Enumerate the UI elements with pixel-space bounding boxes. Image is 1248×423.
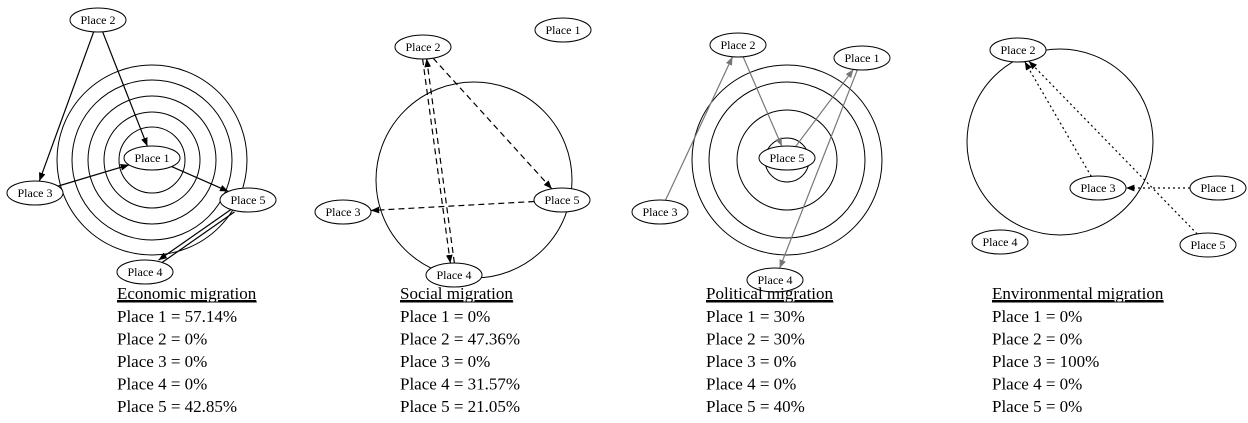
arrow [795, 69, 854, 147]
arrow [1024, 61, 1092, 177]
node [533, 187, 591, 213]
caption-line: Place 3 = 0% [706, 352, 796, 371]
node-label: Place 5 [231, 193, 266, 207]
node-label: Place 1 [135, 151, 170, 165]
node [833, 45, 891, 71]
node-label: Place 3 [1081, 181, 1116, 195]
node-label: Place 1 [1201, 181, 1236, 195]
caption-line: Place 3 = 0% [117, 352, 207, 371]
ring [966, 48, 1154, 236]
caption-title: Economic migration [117, 284, 257, 303]
node-label: Place 2 [406, 40, 441, 54]
caption-line: Place 3 = 0% [400, 352, 490, 371]
caption-line: Place 4 = 0% [117, 375, 207, 394]
arrow [158, 208, 233, 261]
caption-line: Place 4 = 31.57% [400, 375, 520, 394]
node-label: Place 4 [758, 273, 793, 287]
node-label: Place 1 [845, 51, 880, 65]
node [758, 145, 816, 171]
node [219, 187, 277, 213]
arrow [1028, 60, 1198, 235]
arrow [432, 57, 553, 190]
node [971, 229, 1029, 255]
node [1189, 175, 1247, 201]
caption-line: Place 5 = 40% [706, 397, 805, 416]
node [746, 267, 804, 293]
node-label: Place 4 [128, 265, 163, 279]
node-label: Place 2 [1001, 43, 1036, 57]
caption-line: Place 4 = 0% [992, 375, 1082, 394]
node-label: Place 1 [546, 23, 581, 37]
node [425, 262, 483, 288]
arrow [57, 164, 130, 187]
caption-title: Social migration [400, 284, 513, 303]
ring [708, 81, 866, 239]
caption-line: Place 2 = 30% [706, 330, 805, 349]
caption-line: Place 1 = 30% [706, 307, 805, 326]
arrow [742, 56, 783, 147]
caption-line: Place 4 = 0% [706, 375, 796, 394]
caption-title: Environmental migration [992, 284, 1164, 303]
node [123, 145, 181, 171]
ring [375, 81, 573, 279]
node [989, 37, 1047, 63]
node [631, 199, 689, 225]
node-label: Place 2 [81, 13, 116, 27]
arrow [102, 31, 148, 147]
caption-line: Place 2 = 47.36% [400, 330, 520, 349]
caption-title: Political migration [706, 284, 834, 303]
caption-line: Place 2 = 0% [117, 330, 207, 349]
arrow [424, 58, 455, 263]
node [6, 180, 64, 206]
caption-line: Place 3 = 100% [992, 352, 1099, 371]
caption-line: Place 2 = 0% [992, 330, 1082, 349]
caption-line: Place 1 = 0% [400, 307, 490, 326]
ring [691, 64, 883, 256]
node [1069, 175, 1127, 201]
node [116, 259, 174, 285]
ring [56, 64, 248, 256]
caption-line: Place 1 = 57.14% [117, 307, 237, 326]
node-label: Place 3 [643, 205, 678, 219]
ring [103, 111, 201, 209]
caption-line: Place 1 = 0% [992, 307, 1082, 326]
node-label: Place 4 [983, 235, 1018, 249]
caption-line: Place 5 = 42.85% [117, 397, 237, 416]
node-label: Place 3 [326, 205, 361, 219]
ring [87, 95, 217, 225]
ring [118, 126, 186, 194]
arrow [779, 69, 858, 269]
node [69, 7, 127, 33]
node [709, 32, 767, 58]
node [1179, 232, 1237, 258]
node [534, 17, 592, 43]
arrow [422, 59, 453, 264]
ring [71, 79, 233, 241]
arrow [38, 31, 95, 182]
node [394, 34, 452, 60]
node-label: Place 5 [770, 151, 805, 165]
arrow [370, 200, 535, 214]
caption-line: Place 5 = 0% [992, 397, 1082, 416]
ring [736, 109, 838, 211]
node-label: Place 5 [1191, 238, 1226, 252]
arrow [664, 56, 734, 201]
node-label: Place 3 [18, 186, 53, 200]
node-label: Place 5 [545, 193, 580, 207]
arrow [171, 166, 229, 192]
node [314, 199, 372, 225]
node-label: Place 4 [437, 268, 472, 282]
node-label: Place 2 [721, 38, 756, 52]
caption-line: Place 5 = 21.05% [400, 397, 520, 416]
arrow [160, 211, 235, 264]
